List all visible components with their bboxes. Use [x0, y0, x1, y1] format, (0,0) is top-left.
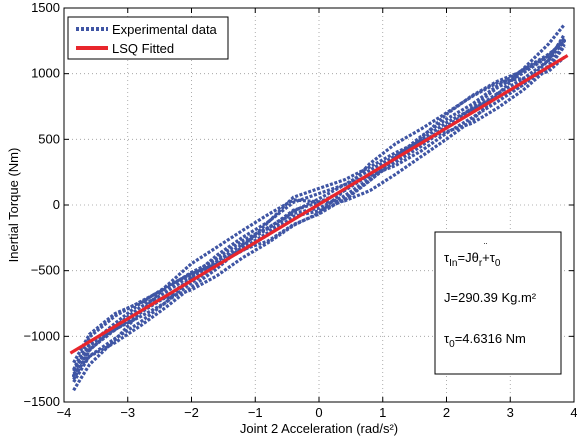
experimental-point — [113, 328, 117, 332]
y-tick-label: 500 — [38, 131, 60, 146]
x-tick-label: 3 — [507, 405, 514, 420]
experimental-point — [291, 208, 296, 212]
y-tick-label: 1000 — [31, 66, 60, 81]
tau0-annotation: τ0=4.6316 Nm — [444, 331, 526, 350]
experimental-point — [240, 242, 245, 246]
annotation-box: τIn=Jθr+τ0 ¨ J=290.39 Kg.m² τ0=4.6316 Nm — [434, 231, 562, 375]
x-tick-label: −4 — [57, 405, 72, 420]
experimental-trace — [72, 33, 566, 383]
annotation-frame — [434, 231, 562, 375]
tick-labels: −4 −3 −2 −1 0 1 2 3 4 −1500 −1000 −500 0 500 1000 1500 — [23, 0, 577, 420]
legend-label-experimental: Experimental data — [112, 22, 218, 37]
x-axis-label: Joint 2 Acceleration (rad/s²) — [240, 421, 398, 436]
experimental-trace — [72, 37, 566, 381]
y-tick-label: −1000 — [23, 328, 60, 343]
experimental-point — [521, 77, 525, 81]
experimental-point — [546, 58, 551, 63]
experimental-trace — [72, 38, 566, 371]
x-tick-label: 0 — [315, 405, 322, 420]
y-tick-label: 0 — [53, 197, 60, 212]
legend: Experimental data LSQ Fitted — [67, 16, 229, 60]
experimental-point — [562, 39, 567, 43]
experimental-trace — [72, 45, 566, 375]
experimental-point — [71, 374, 76, 378]
legend-label-fitted: LSQ Fitted — [112, 41, 174, 56]
j-value-annotation: J=290.39 Kg.m² — [444, 290, 537, 305]
x-tick-label: 1 — [379, 405, 386, 420]
y-axis-label: Inertial Torque (Nm) — [6, 148, 21, 263]
experimental-trace — [72, 43, 566, 372]
axes — [63, 7, 575, 403]
y-tick-label: −500 — [31, 263, 60, 278]
x-tick-label: −3 — [120, 405, 135, 420]
experimental-point — [266, 227, 270, 231]
formula-annotation: τIn=Jθr+τ0 — [444, 250, 501, 269]
legend-box — [67, 16, 229, 60]
lsq-fitted-line — [69, 54, 569, 355]
x-tick-label: −2 — [184, 405, 199, 420]
y-tick-label: −1500 — [23, 394, 60, 409]
experimental-point — [495, 91, 500, 95]
x-tick-label: 4 — [570, 405, 577, 420]
experimental-point — [87, 347, 92, 352]
series-layer — [69, 23, 569, 392]
x-tick-label: 2 — [443, 405, 450, 420]
experimental-point — [215, 259, 219, 264]
theta-double-dot: ¨ — [484, 242, 487, 253]
x-tick-label: −1 — [248, 405, 263, 420]
y-tick-label: 1500 — [31, 0, 60, 15]
